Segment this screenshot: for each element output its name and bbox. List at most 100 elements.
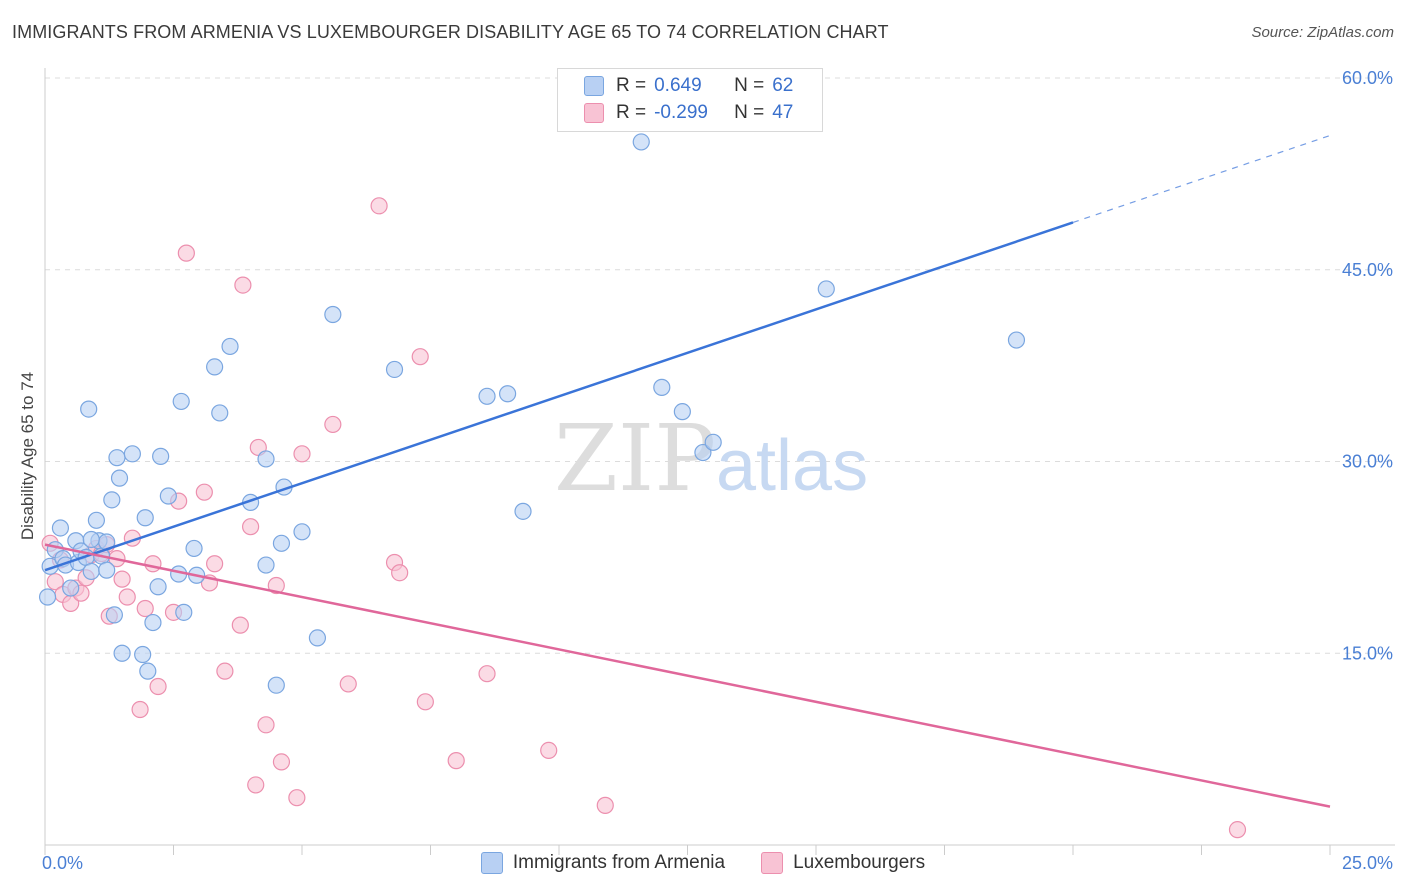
data-point-luxembourgers <box>177 244 195 262</box>
trend-line-luxembourgers <box>44 543 1331 808</box>
data-point-armenia <box>87 511 106 529</box>
data-point-armenia <box>499 385 517 403</box>
data-point-luxembourgers <box>234 276 252 294</box>
y-tick-label: 15.0% <box>1342 643 1393 663</box>
data-point-luxembourgers <box>1228 821 1247 839</box>
y-tick-label: 30.0% <box>1342 452 1393 472</box>
series-legend: Immigrants from Armenia Luxembourgers <box>0 852 1406 874</box>
data-point-armenia <box>704 433 722 451</box>
y-axis-label: Disability Age 65 to 74 <box>18 372 37 540</box>
watermark: ZIP atlas <box>554 405 868 512</box>
data-point-armenia <box>632 133 650 151</box>
data-point-armenia <box>51 519 70 537</box>
data-point-luxembourgers <box>136 599 154 618</box>
data-point-armenia <box>257 556 275 574</box>
series-armenia <box>38 82 1026 694</box>
data-point-luxembourgers <box>144 555 162 573</box>
data-point-armenia <box>293 523 311 541</box>
data-point-armenia <box>172 392 190 411</box>
x-tick-label: 25.0% <box>1342 853 1393 873</box>
data-point-armenia <box>308 629 327 647</box>
data-point-luxembourgers <box>242 518 260 536</box>
data-point-armenia <box>817 280 835 298</box>
watermark-atlas: atlas <box>716 426 868 506</box>
legend-row-armenia: R = 0.649 N = 62 <box>584 74 793 98</box>
data-point-armenia <box>272 534 291 552</box>
legend-n-label: N = <box>734 102 765 123</box>
data-point-armenia <box>514 502 532 520</box>
trend-line-armenia-extension <box>1072 134 1331 224</box>
legend-item-luxembourgers[interactable]: Luxembourgers <box>761 852 925 874</box>
data-point-armenia <box>211 404 229 422</box>
legend-row-luxembourgers: R = -0.299 N = 47 <box>584 101 793 125</box>
legend-item-armenia[interactable]: Immigrants from Armenia <box>480 852 726 874</box>
x-tick-label: 0.0% <box>42 853 83 873</box>
data-point-luxembourgers <box>411 348 429 366</box>
data-point-armenia <box>123 445 141 463</box>
data-point-armenia <box>149 578 167 596</box>
y-tick-label: 60.0% <box>1342 68 1393 88</box>
data-point-armenia <box>105 606 123 624</box>
data-point-luxembourgers <box>324 415 342 434</box>
data-point-luxembourgers <box>293 445 311 463</box>
legend-r-label: R = <box>616 75 647 96</box>
data-point-armenia <box>108 449 126 467</box>
data-point-armenia <box>653 378 671 396</box>
data-point-luxembourgers <box>118 588 136 606</box>
legend-r-value: 0.649 <box>654 75 702 96</box>
data-point-luxembourgers <box>113 570 131 588</box>
data-point-luxembourgers <box>149 677 167 696</box>
data-point-armenia <box>113 644 131 662</box>
data-point-armenia <box>139 662 157 680</box>
legend-r-value: -0.299 <box>654 102 708 123</box>
y-tick-label: 45.0% <box>1342 260 1393 280</box>
data-point-armenia <box>478 387 496 405</box>
data-point-luxembourgers <box>288 789 306 807</box>
series-luxembourgers <box>41 197 1247 839</box>
data-point-armenia <box>152 447 170 465</box>
data-point-armenia <box>385 360 404 379</box>
trend-line-armenia <box>44 221 1074 572</box>
data-point-luxembourgers <box>46 573 64 591</box>
source-label: Source: ZipAtlas.com <box>1251 24 1394 41</box>
data-point-armenia <box>185 539 203 558</box>
data-point-luxembourgers <box>540 741 558 760</box>
data-point-armenia <box>134 645 152 664</box>
data-point-armenia <box>110 469 129 487</box>
data-point-armenia <box>80 400 98 418</box>
data-point-luxembourgers <box>478 665 496 683</box>
data-point-armenia <box>673 403 691 421</box>
data-point-armenia <box>694 443 712 462</box>
data-point-luxembourgers <box>596 796 614 814</box>
data-point-luxembourgers <box>447 752 465 770</box>
data-point-luxembourgers <box>272 753 291 771</box>
trend-lines <box>44 134 1331 808</box>
legend-swatch-pink <box>761 852 784 874</box>
data-point-armenia <box>206 358 224 376</box>
data-point-luxembourgers <box>131 700 149 719</box>
data-point-armenia <box>175 603 193 621</box>
data-point-armenia <box>324 305 342 324</box>
legend-swatch-blue <box>480 852 503 874</box>
legend-label: Immigrants from Armenia <box>512 852 726 873</box>
tick-labels: 15.0% 30.0% 45.0% 60.0% 0.0% 25.0% <box>42 68 1393 873</box>
data-point-luxembourgers <box>391 564 409 582</box>
data-point-armenia <box>82 562 100 581</box>
data-point-luxembourgers <box>247 776 265 794</box>
legend-n-value: 47 <box>772 102 794 123</box>
data-point-luxembourgers <box>370 197 388 215</box>
legend-swatch-pink <box>584 103 604 123</box>
data-point-luxembourgers <box>206 555 224 573</box>
data-point-armenia <box>159 487 177 505</box>
correlation-legend: R = 0.649 N = 62 R = -0.299 N = 47 <box>557 68 823 132</box>
data-point-armenia <box>38 588 57 606</box>
watermark-zip: ZIP <box>554 405 716 512</box>
data-point-armenia <box>221 337 239 356</box>
data-point-armenia <box>267 676 285 694</box>
data-point-armenia <box>257 450 275 468</box>
legend-swatch-blue <box>584 76 604 96</box>
data-point-luxembourgers <box>231 616 249 634</box>
data-point-armenia <box>62 579 80 597</box>
grid-lines <box>45 77 1395 654</box>
